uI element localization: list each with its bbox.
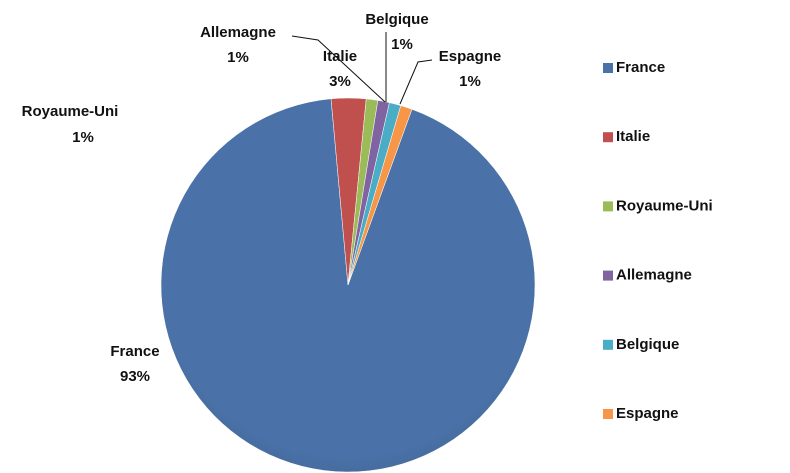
legend-swatch [603,270,613,281]
data-label-value: 1% [391,36,413,53]
legend-swatch [603,63,613,73]
data-labels: France 93% Italie 3% Royaume-Uni 1% Allemagne 1… [22,11,502,385]
legend-swatch [603,132,613,143]
legend-swatch [603,409,613,419]
data-label-value: 1% [459,73,481,90]
legend-swatch [603,201,613,212]
legend: France Italie Royaume-Uni Allemagne Belgique… [603,59,713,422]
legend-label: Allemagne [616,267,692,284]
legend-label: Espagne [616,405,679,422]
data-label-name: Italie [323,48,357,65]
legend-label: Belgique [616,336,679,353]
pie [160,97,536,473]
data-label-name: France [110,343,159,360]
data-label-value: 1% [72,129,94,146]
legend-swatch [603,339,613,350]
legend-label: France [616,59,665,76]
legend-label: Italie [616,128,650,145]
data-label-name: Allemagne [200,24,276,41]
legend-label: Royaume-Uni [616,197,713,214]
data-label-value: 93% [120,368,150,385]
data-label-value: 3% [329,73,351,90]
data-label-name: Belgique [365,11,428,28]
leader-line [399,59,433,105]
data-label-name: Espagne [439,48,502,65]
leader-line [291,35,386,103]
data-label-value: 1% [227,49,249,66]
data-label-name: Royaume-Uni [22,103,119,120]
